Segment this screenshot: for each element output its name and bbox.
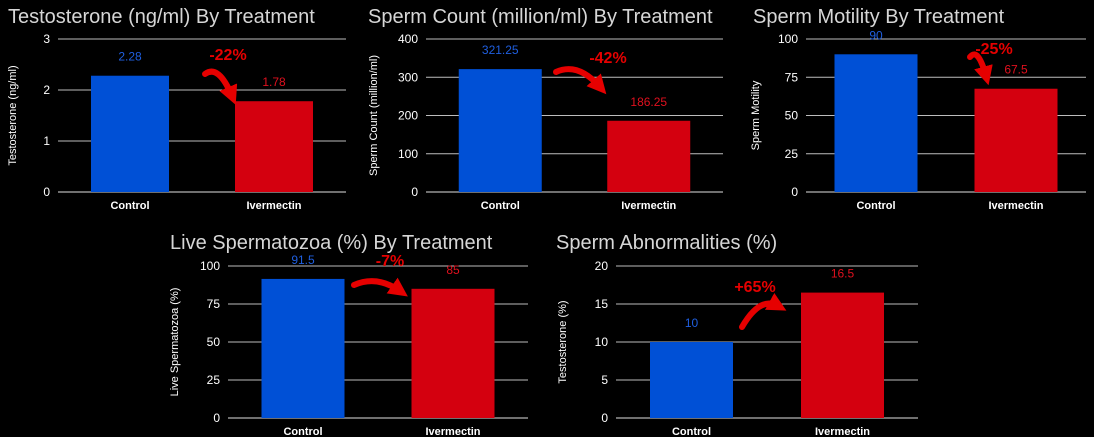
percent-change-annotation: -25% — [975, 41, 1012, 58]
data-label: 186.25 — [630, 95, 667, 109]
change-arrow — [739, 292, 787, 330]
data-label: 2.28 — [118, 50, 142, 64]
y-axis-label: Live Spermatozoa (%) — [169, 288, 181, 397]
percent-change-annotation: +65% — [734, 279, 775, 296]
y-tick-label: 20 — [595, 259, 609, 273]
x-tick-label: Ivermectin — [988, 200, 1043, 212]
chart-title: Sperm Motility By Treatment — [753, 6, 1005, 28]
bar-ivermectin — [235, 101, 313, 192]
bar-ivermectin — [801, 292, 884, 418]
x-tick-label: Control — [110, 200, 149, 212]
y-tick-label: 0 — [213, 411, 220, 425]
x-tick-label: Ivermectin — [246, 200, 301, 212]
data-label: 67.5 — [1004, 63, 1028, 77]
chart-svg: 0 25 50 75 100 Sperm Motility 90 Control 67.5 Ive… — [750, 28, 1086, 212]
data-label: 85 — [446, 263, 460, 277]
chart-panel-live-spermatozoa: Live Spermatozoa (%) By Treatment 0 25 50 7… — [160, 226, 550, 437]
x-tick-label: Control — [283, 426, 322, 437]
change-arrow — [967, 51, 993, 86]
data-label: 1.78 — [262, 75, 286, 89]
y-tick-label: 200 — [398, 109, 418, 123]
bar-ivermectin — [411, 288, 495, 418]
bar-control — [261, 278, 345, 418]
y-tick-label: 0 — [791, 185, 798, 199]
y-tick-label: 75 — [785, 70, 799, 84]
x-tick-label: Ivermectin — [621, 200, 676, 212]
y-tick-label: 25 — [207, 373, 221, 387]
chart-svg: 0 25 50 75 100 Live Spermatozoa (%) 91.5 Contro… — [169, 253, 528, 437]
y-tick-label: 2 — [43, 83, 50, 97]
y-tick-label: 0 — [601, 411, 608, 425]
y-axis-label: Sperm Count (million/ml) — [368, 55, 380, 176]
data-label: 90 — [869, 28, 883, 42]
x-tick-label: Ivermectin — [815, 426, 870, 437]
y-tick-label: 10 — [595, 335, 609, 349]
chart-panel-testosterone: Testosterone (ng/ml) By Treatment 0 1 2 3 Te… — [0, 0, 360, 218]
y-tick-label: 0 — [411, 185, 418, 199]
y-tick-label: 15 — [595, 297, 609, 311]
chart-svg: 0 5 10 15 20 Testosterone (%) 10 Control 16.5 Ive… — [557, 259, 918, 437]
chart-panel-sperm-motility: Sperm Motility By Treatment 0 25 50 75 100 Sp… — [744, 0, 1094, 218]
chart-panel-sperm-abnormalities: Sperm Abnormalities (%) 0 5 10 15 20 Testoste… — [550, 226, 930, 437]
y-tick-label: 5 — [601, 373, 608, 387]
chart-panel-sperm-count: Sperm Count (million/ml) By Treatment 0 1… — [360, 0, 740, 218]
y-tick-label: 400 — [398, 32, 418, 46]
chart-title: Sperm Abnormalities (%) — [556, 232, 778, 254]
y-tick-label: 3 — [43, 32, 50, 46]
bar-control — [458, 69, 542, 192]
y-axis-label: Testosterone (ng/ml) — [7, 65, 19, 165]
chart-title: Live Spermatozoa (%) By Treatment — [170, 232, 493, 254]
chart-title: Sperm Count (million/ml) By Treatment — [368, 6, 713, 28]
chart-svg: 0 1 2 3 Testosterone (ng/ml) 2.28 Control 1.78 I… — [7, 32, 346, 212]
y-tick-label: 0 — [43, 185, 50, 199]
y-tick-label: 100 — [200, 259, 220, 273]
percent-change-annotation: -7% — [376, 253, 404, 270]
y-tick-label: 300 — [398, 70, 418, 84]
y-tick-label: 75 — [207, 297, 221, 311]
x-tick-label: Control — [481, 200, 520, 212]
chart-title: Testosterone (ng/ml) By Treatment — [8, 6, 315, 28]
data-label: 91.5 — [291, 253, 315, 267]
y-axis-label: Sperm Motility — [750, 80, 762, 150]
y-tick-label: 100 — [778, 32, 798, 46]
data-label: 10 — [685, 316, 699, 330]
data-label: 16.5 — [831, 267, 855, 281]
y-axis-label: Testosterone (%) — [557, 300, 569, 383]
x-tick-label: Control — [672, 426, 711, 437]
bar-ivermectin — [974, 88, 1058, 192]
y-tick-label: 1 — [43, 134, 50, 148]
x-tick-label: Control — [856, 200, 895, 212]
y-tick-label: 25 — [785, 147, 799, 161]
y-tick-label: 50 — [207, 335, 221, 349]
bar-control — [91, 75, 169, 192]
chart-svg: 0 100 200 300 400 Sperm Count (million/ml) 321… — [368, 32, 723, 212]
change-arrow — [202, 68, 238, 105]
change-arrow — [553, 66, 607, 95]
change-arrow — [351, 277, 408, 297]
percent-change-annotation: -22% — [209, 47, 246, 64]
y-tick-label: 50 — [785, 109, 799, 123]
bar-ivermectin — [607, 120, 691, 192]
percent-change-annotation: -42% — [589, 50, 626, 67]
data-label: 321.25 — [482, 43, 519, 57]
x-tick-label: Ivermectin — [425, 426, 480, 437]
bar-control — [834, 54, 918, 192]
y-tick-label: 100 — [398, 147, 418, 161]
bar-control — [650, 342, 733, 418]
